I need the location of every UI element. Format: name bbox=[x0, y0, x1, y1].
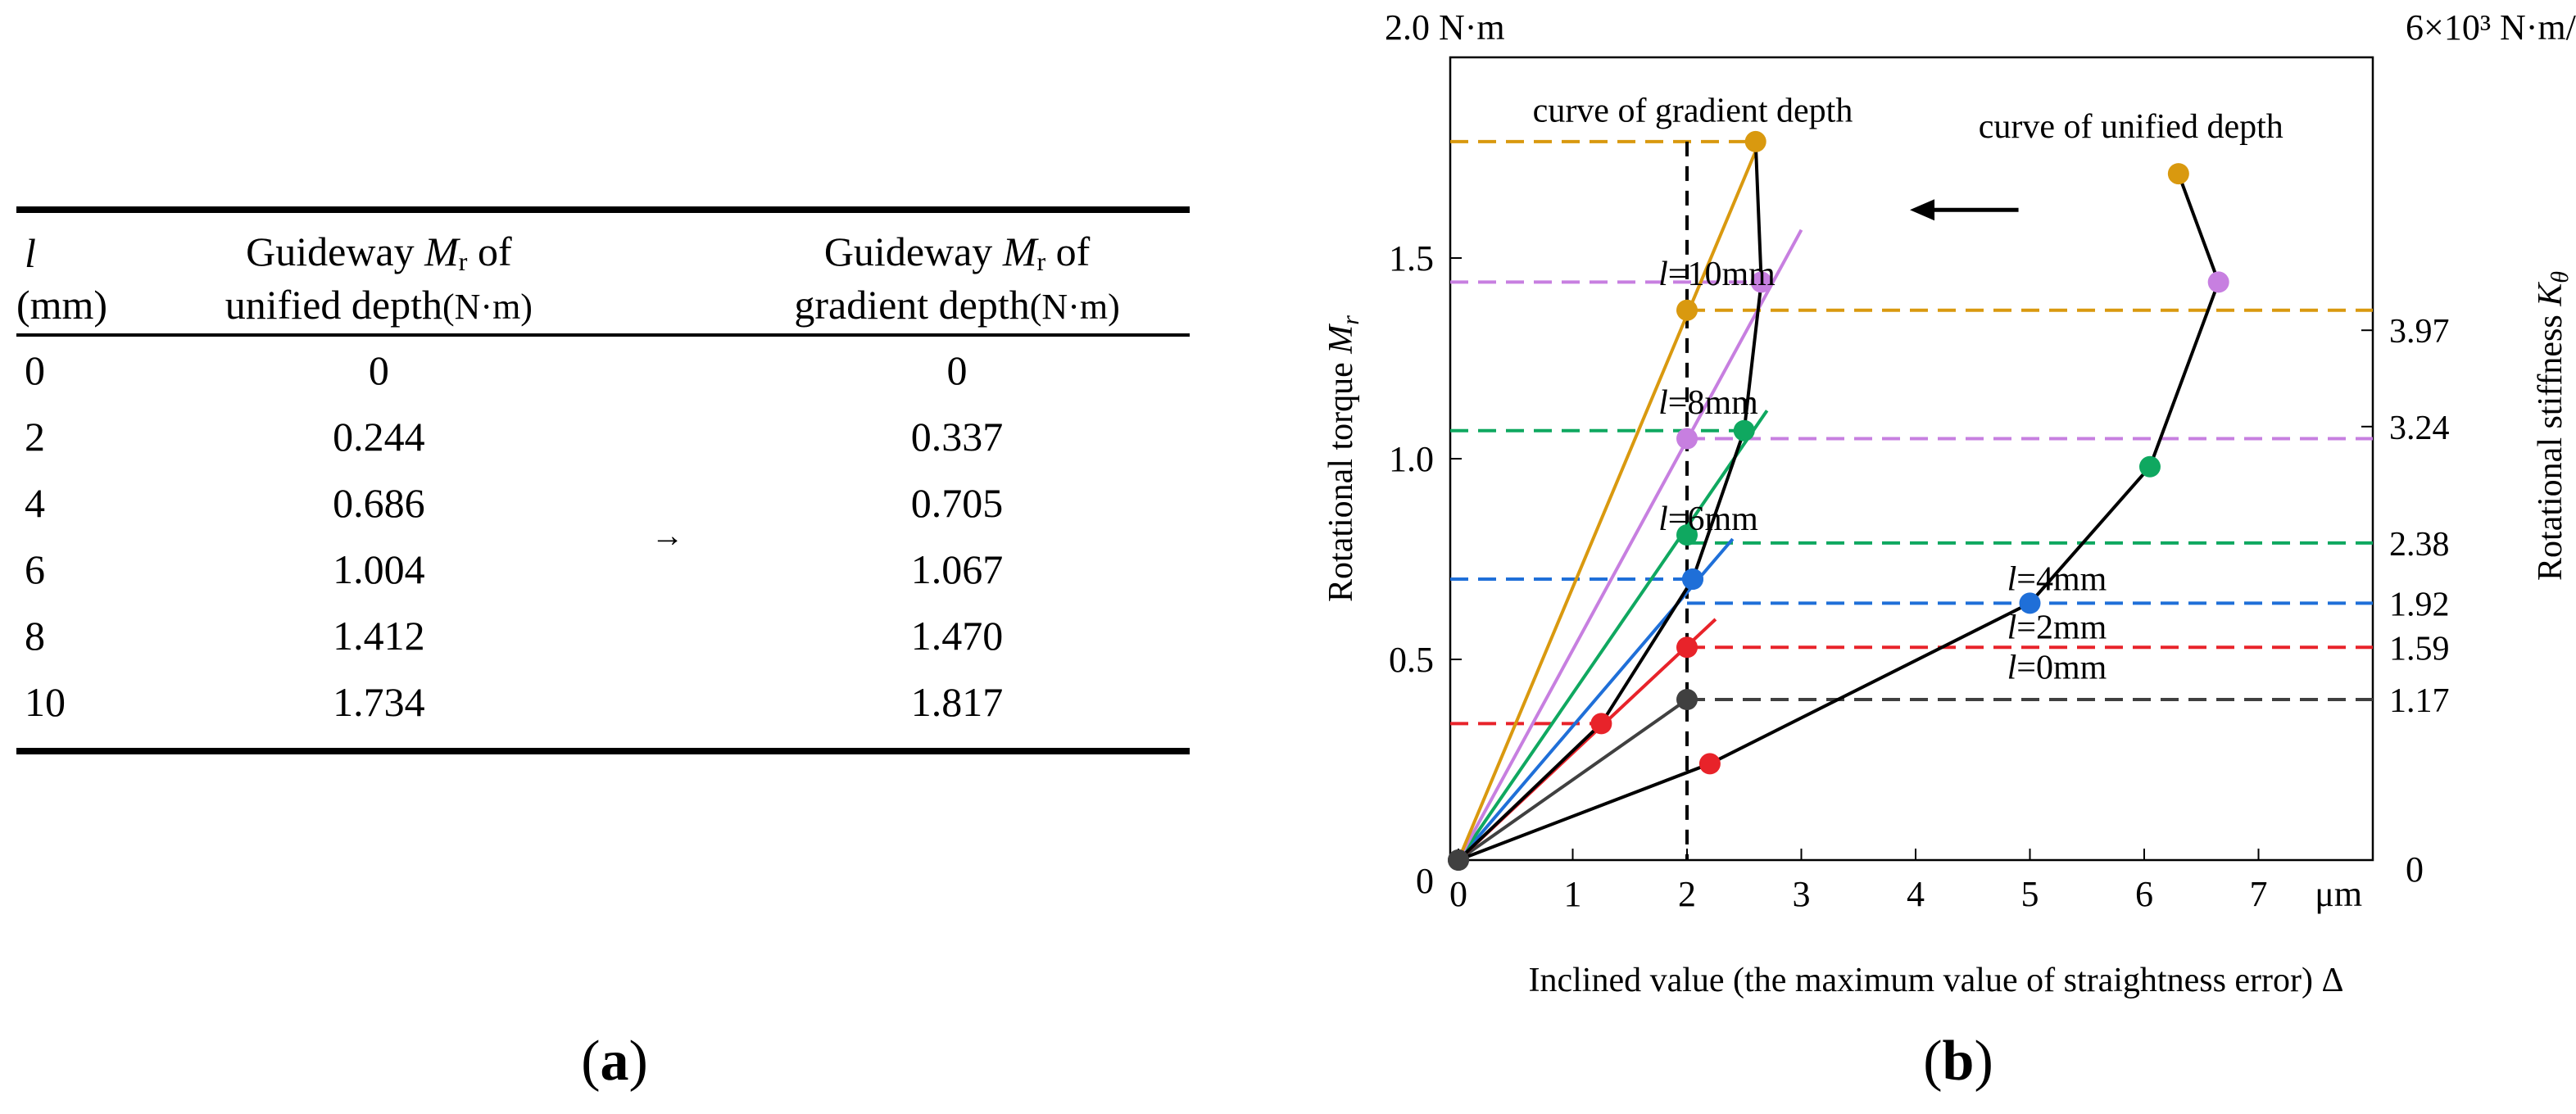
y2-top-label: 6×10³ N·m/rad bbox=[2406, 7, 2576, 48]
header-gradient-unit: (N·m) bbox=[1029, 287, 1120, 327]
header-gradient-line2: gradient depth(N·m) bbox=[724, 279, 1190, 337]
y2-tick-label: 1.17 bbox=[2389, 682, 2450, 720]
series-point bbox=[1590, 713, 1612, 735]
table-row: 8 1.412 1.470 bbox=[25, 612, 1004, 659]
series-point bbox=[1733, 419, 1755, 442]
header-unified-line2: unified depth(N·m) bbox=[147, 279, 611, 337]
series-point bbox=[1744, 130, 1766, 152]
stiffness-point bbox=[1676, 299, 1698, 321]
x-tick-label: 7 bbox=[2250, 874, 2268, 914]
series-label: curve of unified depth bbox=[1979, 108, 2283, 146]
l-value-label: l=10mm bbox=[1658, 256, 1776, 293]
series-point bbox=[2138, 455, 2161, 478]
y2-zero-label: 0 bbox=[2406, 849, 2424, 890]
x-tick-label: 1 bbox=[1564, 874, 1582, 914]
stiffness-point bbox=[1676, 689, 1698, 710]
panel-a-label: (a) bbox=[581, 1030, 648, 1093]
direction-arrow-head bbox=[1910, 199, 1935, 221]
x-tick-label: 2 bbox=[1678, 874, 1696, 914]
header-unified-line1: Guideway Mr of bbox=[147, 206, 611, 279]
y-tick-label: 1.0 bbox=[1389, 439, 1434, 479]
series-point bbox=[2167, 163, 2189, 185]
header-unified-symbol: M bbox=[424, 229, 459, 274]
stiffness-line bbox=[1457, 537, 1735, 862]
l-value-label: l=6mm bbox=[1658, 500, 1758, 538]
x-tick-label: 6 bbox=[2135, 874, 2153, 914]
stiffness-line bbox=[1457, 137, 1763, 861]
stiffness-line bbox=[1457, 229, 1803, 861]
y2-tick-label: 1.92 bbox=[2389, 586, 2450, 623]
header-l-symbol: l bbox=[25, 229, 36, 276]
stiffness-point bbox=[1676, 524, 1698, 546]
y-axis-title: Rotational torque Mr bbox=[1322, 315, 1364, 602]
header-gradient-line1: Guideway Mr of bbox=[724, 206, 1190, 279]
header-l-unit: (mm) bbox=[16, 279, 147, 337]
stiffness-point bbox=[1676, 428, 1698, 450]
y2-tick-label: 3.24 bbox=[2389, 410, 2450, 447]
y2-tick-label: 1.59 bbox=[2389, 630, 2450, 668]
y2-tick-label: 3.97 bbox=[2389, 313, 2450, 351]
chart-panel-b: 0 1 2 3 4 5 6 7 μm 0 0.5 1.0 1.5 2.0 N·m 6×10³ N·m/rad… bbox=[1322, 7, 2576, 999]
y-tick-label: 1.5 bbox=[1389, 238, 1434, 278]
panel-b-label: (b) bbox=[1923, 1030, 1993, 1093]
series-curve-line bbox=[1457, 141, 1763, 862]
table-header-row-2: (mm) unified depth(N·m) gradient depth(N… bbox=[16, 279, 1190, 337]
series-point bbox=[1448, 849, 1469, 871]
x-tick-label: 0 bbox=[1449, 874, 1467, 914]
header-unified-unit: (N·m) bbox=[442, 287, 533, 327]
l-value-label: l=4mm bbox=[2007, 561, 2107, 599]
x-unit-label: μm bbox=[2315, 874, 2362, 914]
series-point bbox=[2019, 592, 2041, 614]
stiffness-line bbox=[1457, 698, 1689, 862]
table-row: 0 0 0 bbox=[25, 346, 968, 393]
torque-table: l Guideway Mr of Guideway Mr of (mm) uni… bbox=[16, 206, 1190, 754]
x-tick-label: 3 bbox=[1793, 874, 1811, 914]
y-tick-label: 0.5 bbox=[1389, 640, 1434, 680]
x-axis-title: Inclined value (the maximum value of str… bbox=[1528, 962, 2343, 999]
y2-tick-label: 2.38 bbox=[2389, 526, 2450, 564]
series-label: curve of gradient depth bbox=[1533, 92, 1853, 129]
table-row: 6 1.004 1.067 bbox=[25, 546, 1004, 592]
l-value-label: l=2mm bbox=[2007, 609, 2107, 646]
table-row: 10 1.734 1.817 bbox=[16, 668, 1190, 754]
table-row: 4 0.686 → 0.705 bbox=[16, 469, 1190, 552]
stiffness-point bbox=[1676, 636, 1698, 659]
stiffness-line bbox=[1457, 410, 1769, 862]
table-row: 2 0.244 0.337 bbox=[25, 413, 1004, 460]
table-header-row-1: l Guideway Mr of Guideway Mr of bbox=[16, 206, 1190, 279]
header-l: l bbox=[16, 206, 147, 279]
series-curve-line bbox=[1458, 173, 2220, 862]
arrow-right: → bbox=[651, 517, 684, 554]
series-point bbox=[1750, 271, 1772, 293]
series-point bbox=[1681, 568, 1703, 590]
panel-a: l Guideway Mr of Guideway Mr of (mm) uni… bbox=[0, 0, 1213, 1114]
y-tick-label: 0 bbox=[1416, 861, 1434, 901]
x-tick-label: 4 bbox=[1907, 874, 1925, 914]
series-point bbox=[2207, 271, 2229, 293]
x-tick-label: 5 bbox=[2021, 874, 2039, 914]
y-top-label: 2.0 N·m bbox=[1385, 7, 1505, 48]
y2-axis-title: Rotational stiffness Kθ bbox=[2532, 271, 2574, 581]
l-value-label: l=0mm bbox=[2007, 649, 2107, 686]
series-point bbox=[1698, 753, 1721, 775]
header-gradient-symbol: M bbox=[1002, 229, 1037, 274]
l-value-label: l=8mm bbox=[1658, 384, 1758, 422]
